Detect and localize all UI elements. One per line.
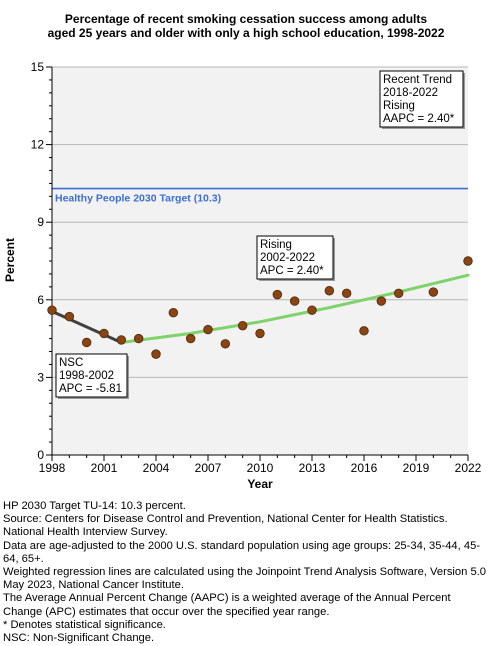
annotation-text: 2002-2022 <box>260 252 315 264</box>
footnote-regression: Weighted regression lines are calculated… <box>3 566 486 592</box>
annotation-text: Rising <box>260 239 292 251</box>
annotation-box <box>256 235 334 280</box>
x-tick-label: 2022 <box>455 461 482 475</box>
annotation-text: 2018-2022 <box>383 87 438 99</box>
footnote-age-adjustment: Data are age-adjusted to the 2000 U.S. s… <box>3 539 481 565</box>
footnote-target: HP 2030 Target TU-14: 10.3 percent. <box>3 500 186 512</box>
y-axis-label: Percent <box>3 238 17 282</box>
y-tick-label: 6 <box>37 293 44 307</box>
data-point <box>393 288 404 299</box>
data-point <box>428 287 439 297</box>
x-axis-label: Year <box>247 477 273 491</box>
annotation-box <box>379 70 464 128</box>
data-point <box>116 335 127 345</box>
annotation-text: APC = -5.81 <box>59 383 122 395</box>
annotation-text: NSC <box>59 357 83 369</box>
data-point <box>133 333 144 344</box>
trend-segment-2002-2022 <box>119 273 470 344</box>
footnote-nsc: NSC: Non-Significant Change. <box>3 632 155 645</box>
y-tick-label: 15 <box>31 60 45 74</box>
data-point <box>463 256 473 266</box>
data-point <box>272 289 283 300</box>
chart-title-line-1: Percentage of recent smoking cessation s… <box>65 12 427 26</box>
trend-segment-1998-2002 <box>50 309 123 344</box>
data-point <box>237 320 248 331</box>
data-point <box>47 305 57 315</box>
data-point <box>203 324 213 335</box>
data-point <box>359 326 369 336</box>
y-tick-label: 12 <box>31 138 45 152</box>
data-point <box>255 328 265 339</box>
annotation-text: 1998-2002 <box>59 370 114 382</box>
annotation-text: Rising <box>383 100 415 112</box>
data-point <box>376 296 387 306</box>
target-label: Healthy People 2030 Target (10.3) <box>55 193 221 205</box>
annotation-text: APC = 2.40* <box>260 265 324 277</box>
x-tick-label: 2004 <box>143 461 170 475</box>
y-tick-label: 0 <box>37 448 44 462</box>
x-tick-label: 2019 <box>403 461 430 475</box>
data-point <box>99 328 109 339</box>
data-point <box>220 339 231 349</box>
y-tick-label: 3 <box>37 370 44 384</box>
x-tick-label: 2001 <box>91 461 118 475</box>
footnote-source: Source: Centers for Disease Control and … <box>3 513 448 539</box>
data-point <box>64 311 75 322</box>
data-point <box>185 333 196 344</box>
x-tick-label: 2010 <box>247 461 274 475</box>
chart: Percentage of recent smoking cessation s… <box>3 12 482 491</box>
y-tick-label: 9 <box>37 215 44 229</box>
x-tick-label: 1998 <box>39 461 66 475</box>
data-point <box>289 296 300 306</box>
x-tick-label: 2013 <box>299 461 326 475</box>
data-point <box>307 305 317 315</box>
data-point <box>168 308 179 318</box>
x-tick-label: 2016 <box>351 461 378 475</box>
annotation-text: Recent Trend <box>383 74 452 86</box>
data-point <box>151 349 161 359</box>
annotation-box <box>55 353 128 398</box>
x-tick-label: 2007 <box>195 461 222 475</box>
chart-title-line-2: aged 25 years and older with only a high… <box>48 26 445 40</box>
footnotes: HP 2030 Target TU-14: 10.3 percent. Sour… <box>3 500 487 645</box>
annotation-text: AAPC = 2.40* <box>383 113 455 125</box>
data-point <box>324 286 335 296</box>
footnote-significance: * Denotes statistical significance. <box>3 618 166 631</box>
data-point <box>341 288 352 299</box>
data-point <box>81 337 92 348</box>
footnote-aapc: The Average Annual Percent Change (AAPC)… <box>3 592 451 618</box>
